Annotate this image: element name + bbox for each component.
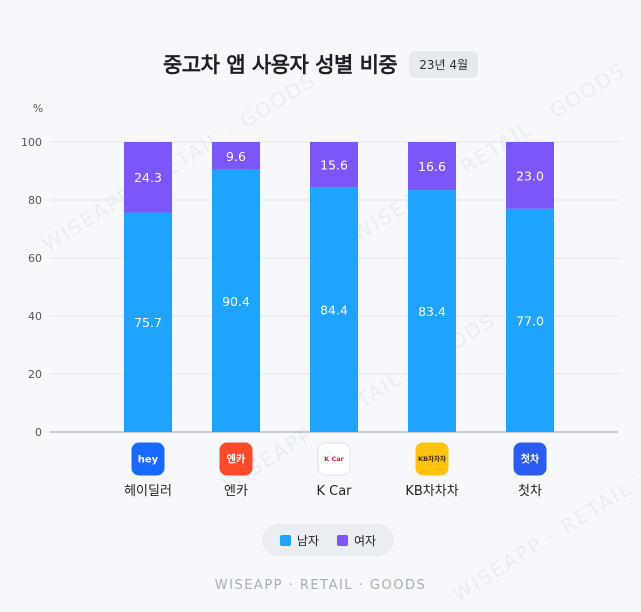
- data-label-female: 16.6: [418, 159, 446, 174]
- legend: 남자 여자: [262, 524, 394, 556]
- heydealer-app-icon-label: hey: [138, 454, 159, 465]
- legend-item-male: 남자: [279, 532, 319, 549]
- data-label-male: 83.4: [418, 304, 446, 319]
- data-label-female: 24.3: [134, 170, 162, 185]
- x-tick-label: K Car: [316, 484, 352, 499]
- y-tick-label: 0: [35, 426, 42, 439]
- legend-item-female: 여자: [337, 532, 376, 549]
- data-label-male: 90.4: [222, 294, 250, 309]
- title-row: 중고차 앱 사용자 성별 비중 23년 4월: [0, 46, 641, 82]
- kbchachacha-app-icon-label: KB차차차: [418, 454, 446, 463]
- firstcar-app-icon: [513, 442, 547, 476]
- heydealer-app-icon: [131, 442, 165, 476]
- data-label-male: 84.4: [320, 303, 348, 318]
- legend-swatch-female: [337, 534, 348, 546]
- bar-segment-male: [124, 212, 172, 432]
- firstcar-app-icon-label: 첫차: [521, 452, 540, 465]
- bar-segment-female: [310, 142, 358, 188]
- footer-brand: WISEAPP · RETAIL · GOODS: [214, 578, 427, 593]
- legend-swatch-male: [279, 534, 291, 546]
- data-label-male: 75.7: [134, 315, 162, 330]
- y-tick-label: 40: [28, 310, 42, 323]
- y-tick-label: 100: [21, 136, 42, 149]
- legend-label-male: 남자: [296, 533, 319, 548]
- bar-segment-male: [212, 169, 260, 432]
- y-tick-label: 80: [28, 194, 42, 207]
- bar-segment-male: [310, 187, 358, 432]
- data-label-female: 15.6: [320, 158, 348, 173]
- bar-segment-female: [408, 142, 456, 191]
- x-tick-label: 첫차: [518, 484, 542, 499]
- data-label-female: 23.0: [516, 168, 544, 183]
- kcar-app-icon-label: K Car: [324, 455, 344, 463]
- chart-title: 중고차 앱 사용자 성별 비중: [162, 53, 398, 77]
- x-tick-label: 헤이딜러: [124, 484, 172, 499]
- legend-label-female: 여자: [354, 533, 377, 548]
- bar-segment-male: [408, 190, 456, 432]
- x-tick-label: 엔카: [224, 484, 248, 499]
- x-tick-label: KB차차차: [405, 484, 458, 499]
- kcar-app-icon: [317, 442, 351, 476]
- bar-segment-female: [124, 142, 172, 213]
- bar-segment-female: [212, 142, 260, 170]
- y-tick-label: 60: [28, 252, 42, 265]
- kbchachacha-app-icon: [415, 442, 449, 476]
- y-axis-unit-label: %: [33, 102, 43, 115]
- bar-segment-female: [506, 142, 554, 209]
- data-label-male: 77.0: [516, 313, 544, 328]
- y-tick-label: 20: [28, 368, 42, 381]
- date-badge: 23년 4월: [409, 50, 479, 78]
- encar-app-icon: [219, 442, 253, 476]
- bar-segment-male: [506, 208, 554, 432]
- data-label-female: 9.6: [226, 149, 246, 164]
- encar-app-icon-label: 엔카: [227, 452, 246, 465]
